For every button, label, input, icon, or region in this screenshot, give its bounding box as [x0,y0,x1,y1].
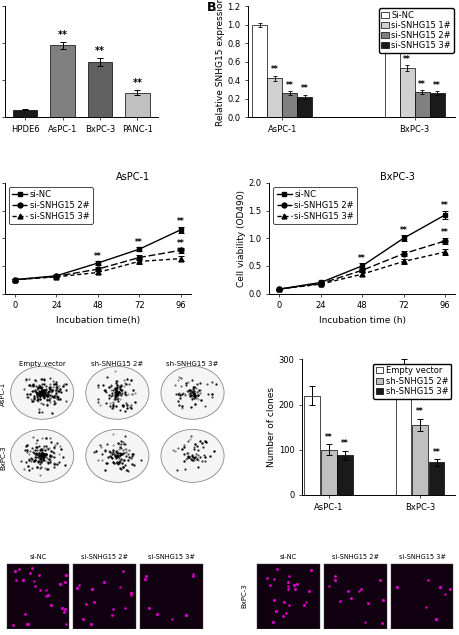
Text: **: ** [324,433,332,442]
Text: BxPC-3: BxPC-3 [241,584,246,608]
Legend: Si-NC, si-SNHG15 1#, si-SNHG15 2#, si-SNHG15 3#: Si-NC, si-SNHG15 1#, si-SNHG15 2#, si-SN… [378,8,453,53]
Bar [13,110,37,117]
Text: **: ** [300,84,308,93]
X-axis label: Incubation time (h): Incubation time (h) [318,316,405,324]
Bar [88,62,112,117]
Text: si-SNHG15 3#: si-SNHG15 3# [148,554,195,560]
Circle shape [11,429,73,483]
Text: AsPC-1: AsPC-1 [0,382,6,406]
Legend: si-NC, si-SNHG15 2#, si-SNHG15 3#: si-NC, si-SNHG15 2#, si-SNHG15 3# [9,187,92,224]
Text: **: ** [440,240,448,249]
Text: **: ** [270,65,278,74]
Circle shape [85,429,149,483]
Text: **: ** [415,407,423,417]
Circle shape [161,366,224,419]
Text: **: ** [432,81,440,90]
Text: **: ** [432,448,439,457]
Bar [320,450,336,495]
Text: **: ** [440,229,448,237]
Circle shape [11,366,73,419]
Bar [125,93,149,117]
Text: **: ** [285,81,293,90]
Text: si-NC: si-NC [29,554,46,560]
X-axis label: Incubation time(h): Incubation time(h) [56,316,140,324]
Text: B: B [207,1,216,14]
Text: sh-SNHG15 2#: sh-SNHG15 2# [91,361,143,366]
Text: si-NC: si-NC [279,554,297,560]
Bar [414,92,429,117]
Bar [336,455,353,495]
Bar [395,372,410,495]
Text: **: ** [135,238,143,247]
Bar [428,462,443,495]
Legend: Empty vector, sh-SNHG15 2#, sh-SNHG15 3#: Empty vector, sh-SNHG15 2#, sh-SNHG15 3# [373,363,450,399]
Circle shape [161,429,224,483]
Text: **: ** [417,79,425,89]
Bar [73,563,136,629]
Bar [399,68,414,117]
Text: **: ** [132,78,142,88]
Text: BxPC-3: BxPC-3 [379,172,414,182]
Circle shape [85,366,149,419]
Text: BxPC-3: BxPC-3 [0,444,6,469]
Text: **: ** [358,254,365,263]
Text: **: ** [341,439,348,448]
Bar [252,25,267,117]
Text: si-SNHG15 2#: si-SNHG15 2# [81,554,128,560]
Text: **: ** [57,30,67,40]
Legend: si-NC, si-SNHG15 2#, si-SNHG15 3#: si-NC, si-SNHG15 2#, si-SNHG15 3# [273,187,357,224]
Y-axis label: Relative SNHG15 expression: Relative SNHG15 expression [215,0,224,126]
Bar [297,97,311,117]
Text: **: ** [176,239,184,248]
Bar [429,93,443,117]
Text: si-SNHG15 3#: si-SNHG15 3# [397,554,444,560]
Bar [140,563,202,629]
Text: **: ** [94,252,101,261]
Bar [50,46,75,117]
Bar [323,563,386,629]
Text: AsPC-1: AsPC-1 [116,172,150,182]
Text: **: ** [440,201,448,210]
Text: **: ** [403,55,410,64]
Text: Empty vector: Empty vector [19,361,66,366]
Bar [384,25,399,117]
Bar [6,563,69,629]
Y-axis label: Number of clones: Number of clones [266,387,275,467]
Bar [303,396,319,495]
Text: si-SNHG15 2#: si-SNHG15 2# [331,554,378,560]
Y-axis label: Cell viability (OD490): Cell viability (OD490) [236,190,245,286]
Text: **: ** [176,217,184,226]
Bar [257,563,319,629]
Bar [411,425,427,495]
Bar [267,78,281,117]
Bar [390,563,453,629]
Text: **: ** [399,225,407,235]
Text: **: ** [95,46,105,56]
Text: sh-SNHG15 3#: sh-SNHG15 3# [166,361,218,366]
Bar [281,93,297,117]
Text: **: ** [176,247,184,256]
